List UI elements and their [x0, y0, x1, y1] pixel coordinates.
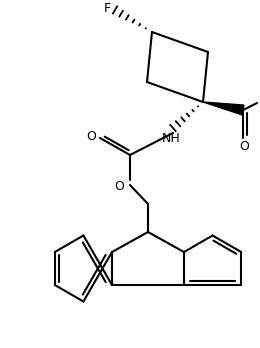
Text: F: F: [103, 1, 110, 15]
Text: O: O: [86, 130, 96, 143]
Text: O: O: [114, 181, 124, 193]
Text: O: O: [239, 141, 249, 153]
Text: NH: NH: [162, 132, 180, 144]
Polygon shape: [203, 102, 244, 115]
